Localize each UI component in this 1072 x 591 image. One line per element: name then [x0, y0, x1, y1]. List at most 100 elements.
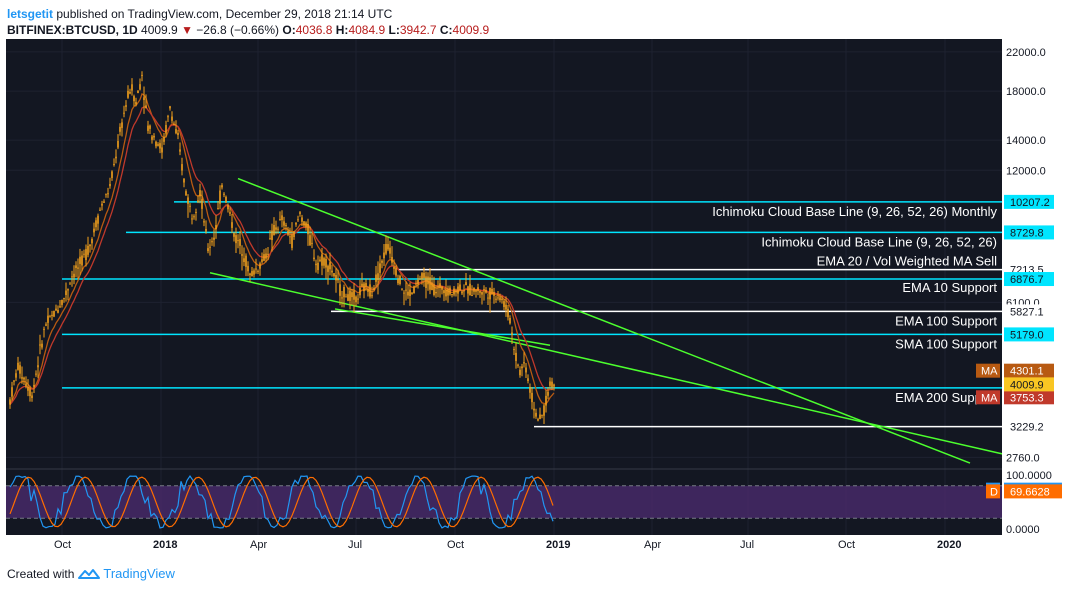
candle-body [85, 249, 87, 261]
candle [89, 244, 91, 253]
candle [451, 294, 453, 298]
candle-body [65, 290, 67, 296]
candle [327, 264, 329, 285]
candle-body [355, 296, 357, 303]
candle [357, 294, 359, 305]
candles-layer [9, 71, 555, 424]
candle-body [399, 275, 401, 284]
author-link[interactable]: letsgetit [7, 7, 54, 21]
ma-price-tag [1004, 363, 1054, 378]
candle-body [249, 273, 251, 276]
candle [55, 304, 57, 312]
candle [387, 236, 389, 252]
trendline [237, 177, 971, 464]
level-price-tag [1004, 304, 1054, 319]
level-price-tag [1004, 225, 1054, 240]
time-scale[interactable] [6, 535, 1065, 553]
candle-body [111, 171, 113, 178]
candle-body [407, 291, 409, 296]
chart-area[interactable]: Ichimoku Cloud Base Line (9, 26, 52, 26)… [6, 39, 1065, 553]
candle-body [253, 270, 255, 275]
candle-body [29, 388, 31, 397]
candle-body [339, 284, 341, 296]
candle [271, 223, 273, 252]
time-tick-label: Oct [447, 539, 464, 551]
candle-body [265, 253, 267, 259]
candle-body [433, 284, 435, 295]
axis-layer: 22000.018000.014000.012000.06100.02760.0… [54, 47, 1052, 551]
candle-body [469, 283, 471, 296]
candle [447, 285, 449, 303]
candle-body [461, 291, 463, 294]
candle [13, 380, 15, 386]
candle [275, 220, 277, 235]
candle [285, 222, 287, 231]
time-tick-label: 2019 [546, 539, 570, 551]
candle-body [449, 287, 451, 295]
candle [277, 226, 279, 234]
down-arrow-icon: ▼ [181, 23, 193, 37]
ma-name-tag-text: MA [981, 366, 998, 378]
candle-body [465, 282, 467, 286]
candle [313, 249, 315, 262]
candle [321, 247, 323, 276]
candle [259, 261, 261, 276]
candle [345, 293, 347, 298]
time-tick-label: Jul [740, 539, 754, 551]
candle [87, 236, 89, 258]
candle [481, 291, 483, 305]
candle-body [211, 241, 213, 243]
candle [185, 189, 187, 196]
candle-body [61, 300, 63, 305]
candle-body [25, 383, 27, 387]
candle-body [295, 222, 297, 225]
chart-canvas[interactable]: Ichimoku Cloud Base Line (9, 26, 52, 26)… [6, 39, 1065, 553]
candle-body [173, 124, 175, 126]
candle-body [225, 196, 227, 203]
created-with-text: Created with [7, 566, 75, 581]
candle [257, 269, 259, 274]
candle [121, 118, 123, 137]
candle [463, 284, 465, 298]
candle [289, 227, 291, 244]
low-value: 3942.7 [399, 23, 437, 37]
candle [399, 274, 401, 286]
candle-body [257, 270, 259, 272]
candle [311, 231, 313, 249]
candle [103, 199, 105, 203]
candle [411, 291, 413, 295]
candle-body [425, 276, 427, 288]
candle-body [485, 289, 487, 293]
ma-price-tag-text: 4301.1 [1010, 366, 1044, 378]
candle-body [127, 90, 129, 98]
price-scale[interactable] [1002, 39, 1065, 535]
candle [435, 285, 437, 298]
candle-body [15, 373, 17, 378]
candle-body [453, 288, 455, 295]
candle-body [553, 384, 555, 387]
candle-body [279, 218, 281, 220]
candle [441, 285, 443, 295]
candle [465, 273, 467, 286]
candle-body [239, 239, 241, 246]
tradingview-brand-link[interactable]: TradingView [103, 566, 175, 581]
candle-body [83, 253, 85, 255]
level-price-tag-text: 3229.2 [1010, 422, 1044, 434]
candle [427, 272, 429, 291]
candle-body [499, 297, 501, 301]
candle-body [303, 221, 305, 226]
candle-body [215, 225, 217, 230]
candle [381, 259, 383, 269]
candle [91, 237, 93, 250]
candle [281, 210, 283, 228]
candle [31, 391, 33, 402]
level-annotation: SMA 100 Support [895, 336, 997, 351]
publish-line: letsgetit published on TradingView.com, … [7, 6, 489, 22]
candle [47, 307, 49, 330]
candle-body [183, 178, 185, 183]
candle [27, 379, 29, 397]
candle-body [419, 278, 421, 280]
candle-body [131, 84, 133, 91]
candle [373, 285, 375, 291]
candle-body [113, 164, 115, 166]
